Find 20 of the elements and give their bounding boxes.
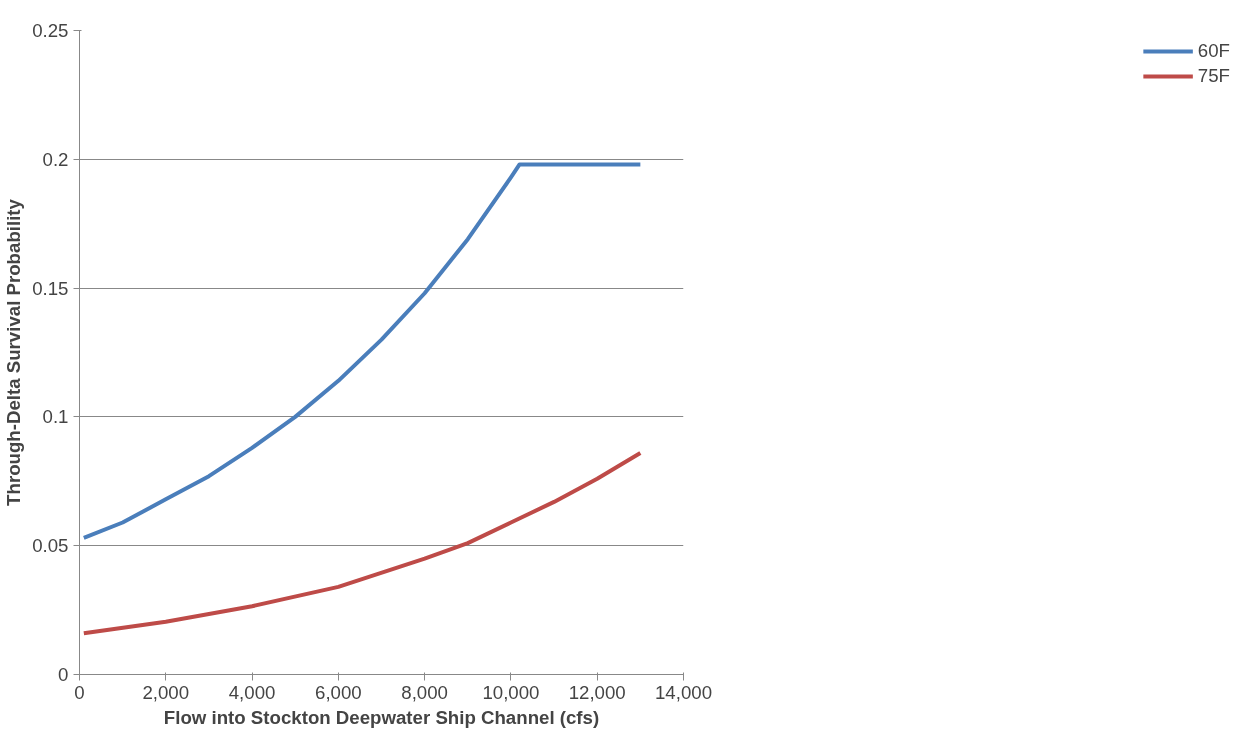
y-tick-label: 0.05 [32,535,69,557]
legend-label: 75F [1197,65,1230,87]
x-tick-label: 10,000 [482,681,540,703]
y-tick-label: 0.25 [32,20,69,41]
line-series [81,162,643,540]
x-tick-label: 4,000 [228,681,276,703]
y-tick-label: 0.2 [42,148,69,170]
x-tick-label: 0 [74,681,85,703]
legend-label: 60F [1197,40,1230,62]
x-tick-label: 6,000 [315,681,362,703]
line-series [81,450,643,636]
y-tick-label: 0.1 [42,406,69,428]
x-tick-label: 14,000 [654,681,713,703]
x-tick-label: 8,000 [401,681,448,703]
x-tick-label: 12,000 [568,681,626,703]
y-axis-title: Through-Delta Survival Probability [3,198,25,506]
x-axis-title: Flow into Stockton Deepwater Ship Channel (cfs) [163,706,600,728]
y-tick-label: 0 [58,664,69,685]
y-tick-label: 0.15 [32,277,69,299]
x-tick-label: 2,000 [142,681,190,703]
